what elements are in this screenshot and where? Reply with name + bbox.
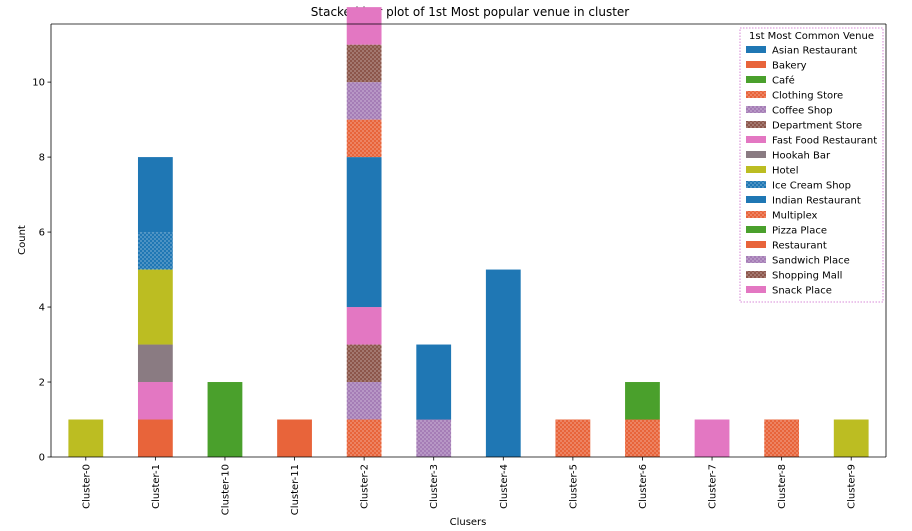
bar-segment-cluster-6-pizza-place <box>625 382 660 420</box>
x-tick-label-cluster-1: Cluster-1 <box>151 464 162 509</box>
legend-label-multiplex: Multiplex <box>772 211 818 222</box>
y-tick-label: 10 <box>32 78 45 89</box>
legend-swatch-restaurant <box>746 241 766 248</box>
bar-segment-cluster-9-hotel <box>833 419 869 457</box>
legend-label-snack-place: Snack Place <box>772 286 832 297</box>
legend-title: 1st Most Common Venue <box>749 31 874 42</box>
legend-label-fast-food-restaurant: Fast Food Restaurant <box>772 136 877 147</box>
y-tick-label: 8 <box>39 153 45 164</box>
bar-segment-cluster-2-shopping-mall <box>346 44 382 83</box>
bar-segment-cluster-2-sandwich-place <box>346 82 382 120</box>
legend-swatch-sandwich-place <box>746 256 766 263</box>
legend-swatch-clothing-store <box>746 91 766 98</box>
bar-segment-cluster-2-fast-food-restaurant <box>346 307 382 345</box>
y-tick-label: 4 <box>39 303 45 314</box>
x-tick-label-cluster-5: Cluster-5 <box>568 464 579 509</box>
bar-segment-cluster-2-coffee-shop <box>346 382 382 420</box>
bar-segment-cluster-3-indian-restaurant <box>416 344 452 420</box>
legend-label-restaurant: Restaurant <box>772 241 827 252</box>
legend-label-sandwich-place: Sandwich Place <box>772 256 850 267</box>
legend-swatch-coffee-shop <box>746 106 766 113</box>
legend-label-asian-restaurant: Asian Restaurant <box>772 46 857 57</box>
bar-segment-cluster-2-snack-place <box>346 7 382 45</box>
legend-label-hotel: Hotel <box>772 166 799 177</box>
y-tick-label: 6 <box>39 228 45 239</box>
bar-segment-cluster-0-hotel <box>68 419 104 457</box>
legend-swatch-fast-food-restaurant <box>746 136 766 143</box>
bar-segment-cluster-1-bakery <box>137 419 173 457</box>
legend-swatch-department-store <box>746 121 766 128</box>
legend-swatch-asian-restaurant <box>746 46 766 53</box>
legend-label-department-store: Department Store <box>772 121 862 132</box>
x-tick-label-cluster-4: Cluster-4 <box>499 464 510 509</box>
bar-segment-cluster-1-fast-food-restaurant <box>137 382 173 420</box>
x-tick-label-cluster-11: Cluster-11 <box>290 464 301 515</box>
y-tick-label: 2 <box>39 378 45 389</box>
bar-segment-cluster-1-indian-restaurant <box>137 157 173 233</box>
y-axis-title: Count <box>17 225 28 255</box>
bar-segment-cluster-5-clothing-store <box>555 419 591 457</box>
legend-swatch-hotel <box>746 166 766 173</box>
bar-segment-cluster-11-bakery <box>277 419 312 457</box>
x-tick-label-cluster-8: Cluster-8 <box>777 464 788 509</box>
bar-segment-cluster-1-hookah-bar <box>137 344 173 383</box>
legend-swatch-hookah-bar <box>746 151 766 158</box>
legend-swatch-multiplex <box>746 211 766 218</box>
axes-group: 0 2 4 6 8 10 Cluster-0 Cluster-1 Cluster-10 Clust… <box>32 23 887 515</box>
y-tick-label: 0 <box>39 453 45 464</box>
bar-segment-cluster-10-caf <box>207 382 243 457</box>
legend-label-ice-cream-shop: Ice Cream Shop <box>772 181 851 192</box>
legend-label-bakery: Bakery <box>772 61 807 72</box>
legend-label-clothing-store: Clothing Store <box>772 91 843 102</box>
bar-segment-cluster-2-department-store <box>346 344 382 383</box>
bar-segment-cluster-1-hotel <box>137 269 173 345</box>
legend-swatch-pizza-place <box>746 226 766 233</box>
bar-segment-cluster-2-multiplex <box>346 119 382 158</box>
bars-group <box>68 7 869 457</box>
x-tick-label-cluster-3: Cluster-3 <box>429 464 440 509</box>
x-tick-label-cluster-7: Cluster-7 <box>708 464 719 509</box>
x-tick-label-cluster-0: Cluster-0 <box>81 464 92 509</box>
bar-segment-cluster-7-fast-food-restaurant <box>694 419 730 457</box>
legend-label-indian-restaurant: Indian Restaurant <box>772 196 861 207</box>
x-tick-label-cluster-6: Cluster-6 <box>638 464 649 509</box>
legend-swatch-caf <box>746 76 766 83</box>
x-tick-label-cluster-9: Cluster-9 <box>847 464 858 509</box>
bar-segment-cluster-4-indian-restaurant <box>485 269 521 457</box>
legend-label-shopping-mall: Shopping Mall <box>772 271 842 282</box>
legend-swatch-shopping-mall <box>746 271 766 278</box>
bar-segment-cluster-2-clothing-store <box>346 419 382 457</box>
legend-swatch-bakery <box>746 61 766 68</box>
x-tick-label-cluster-2: Cluster-2 <box>360 464 371 509</box>
bar-segment-cluster-3-coffee-shop <box>416 419 452 457</box>
chart-title: Stacked bar plot of 1st Most popular ven… <box>311 5 630 19</box>
legend-label-pizza-place: Pizza Place <box>772 226 827 237</box>
x-axis-title: Clusers <box>450 517 487 528</box>
bar-segment-cluster-1-ice-cream-shop <box>137 232 173 270</box>
legend-swatch-ice-cream-shop <box>746 181 766 188</box>
x-tick-label-cluster-10: Cluster-10 <box>220 464 231 515</box>
bar-segment-cluster-2-indian-restaurant <box>346 157 382 308</box>
legend-label-hookah-bar: Hookah Bar <box>772 151 831 162</box>
legend-label-caf: Café <box>772 75 795 87</box>
legend-label-coffee-shop: Coffee Shop <box>772 106 833 117</box>
bar-segment-cluster-8-clothing-store <box>764 419 800 457</box>
bar-segment-cluster-6-clothing-store <box>625 419 660 457</box>
legend-swatch-snack-place <box>746 286 766 293</box>
legend-swatch-indian-restaurant <box>746 196 766 203</box>
legend: 1st Most Common Venue Asian Restaurant Bak… <box>739 27 884 303</box>
